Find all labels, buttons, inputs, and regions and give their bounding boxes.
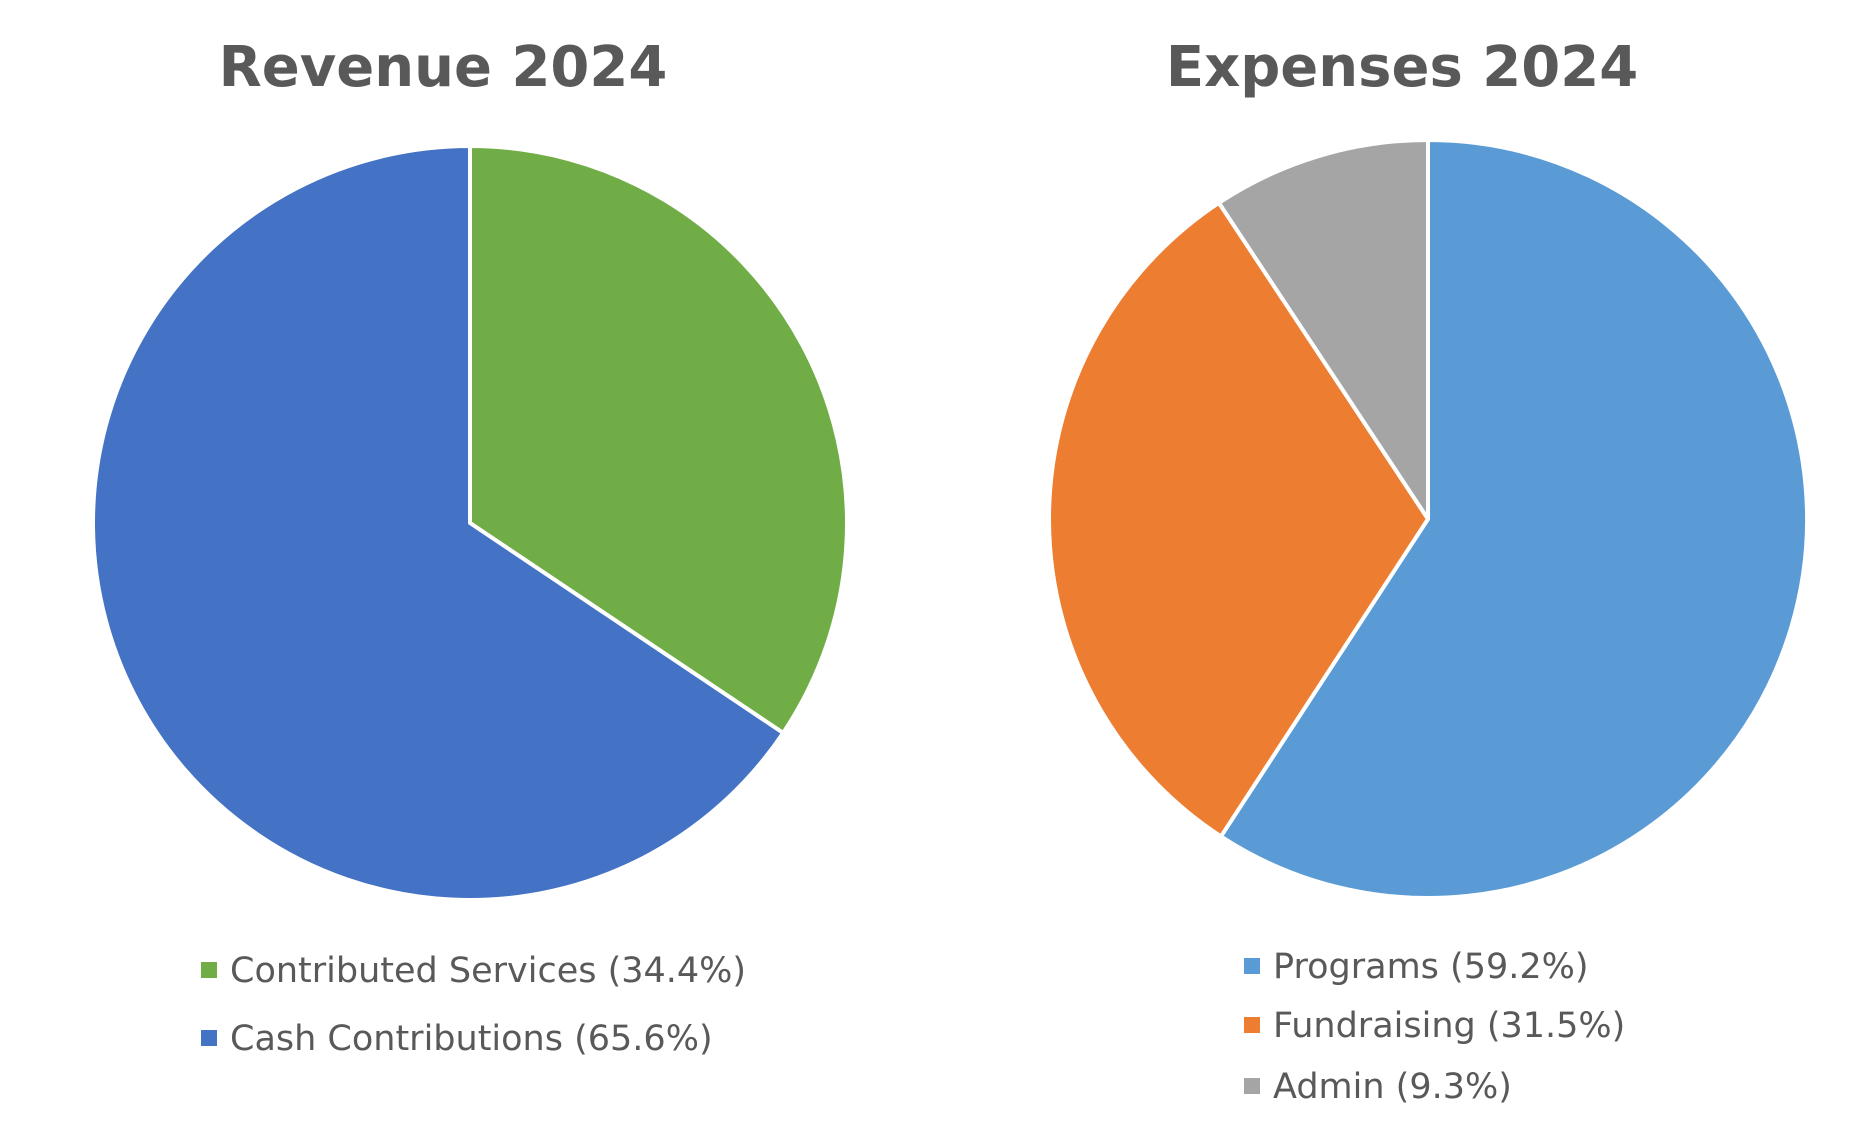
legend-label-programs: Programs (59.2%) [1273,947,1589,987]
pie-slice-fundraising [1047,200,1430,839]
expenses-legend: Programs (59.2%) Fundraising (31.5%) Adm… [1244,947,1625,1107]
legend-label-admin: Admin (9.3%) [1273,1067,1512,1107]
pie-slice-contributed-services [468,144,849,735]
legend-swatch-admin [1244,1078,1260,1094]
revenue-chart: Revenue 2024 Contributed Services (34.4%… [90,35,849,1059]
legend-label-cash-contributions: Cash Contributions (65.6%) [230,1019,713,1059]
revenue-legend: Contributed Services (34.4%) Cash Contri… [201,951,746,1059]
pie-slice-admin [1216,138,1430,521]
revenue-chart-title: Revenue 2024 [219,35,668,100]
revenue-legend-item-cash-contributions: Cash Contributions (65.6%) [201,1019,713,1059]
expenses-legend-item-fundraising: Fundraising (31.5%) [1244,1006,1625,1046]
revenue-legend-item-contributed-services: Contributed Services (34.4%) [201,951,746,991]
legend-swatch-cash-contributions [201,1030,217,1046]
expenses-chart-title: Expenses 2024 [1166,35,1638,100]
expenses-legend-item-programs: Programs (59.2%) [1244,947,1589,987]
expenses-pie [1047,138,1809,900]
legend-swatch-fundraising [1244,1017,1260,1033]
legend-swatch-contributed-services [201,962,217,978]
pie-slice-cash-contributions [90,144,786,902]
legend-label-fundraising: Fundraising (31.5%) [1273,1006,1625,1046]
expenses-chart: Expenses 2024 Programs (59.2%) Fundraisi… [1047,35,1809,1107]
revenue-pie [90,144,849,902]
legend-label-contributed-services: Contributed Services (34.4%) [230,951,746,991]
pie-slice-programs [1218,138,1809,900]
expenses-legend-item-admin: Admin (9.3%) [1244,1067,1512,1107]
legend-swatch-programs [1244,958,1260,974]
